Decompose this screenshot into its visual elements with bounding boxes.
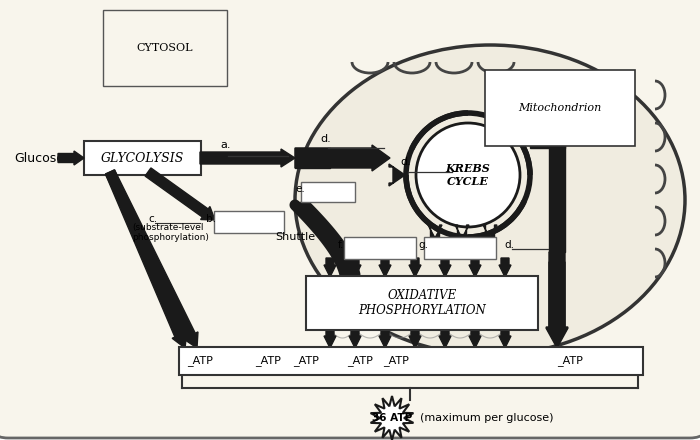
Text: b.: b. xyxy=(206,214,216,224)
Text: d.: d. xyxy=(504,240,514,250)
FancyBboxPatch shape xyxy=(306,276,538,330)
Polygon shape xyxy=(324,258,336,277)
Polygon shape xyxy=(200,149,295,167)
Bar xyxy=(549,132,565,252)
Text: _ATP: _ATP xyxy=(557,356,583,367)
Text: g.: g. xyxy=(418,240,428,250)
Text: f.: f. xyxy=(338,240,344,250)
Polygon shape xyxy=(499,328,511,348)
Text: GLYCOLYSIS: GLYCOLYSIS xyxy=(101,151,184,165)
Polygon shape xyxy=(439,328,451,348)
Text: e.: e. xyxy=(295,184,304,194)
Text: _ATP: _ATP xyxy=(347,356,373,367)
Bar xyxy=(295,148,330,168)
Polygon shape xyxy=(370,396,414,440)
Circle shape xyxy=(416,123,520,227)
Polygon shape xyxy=(428,225,442,238)
Text: _ATP: _ATP xyxy=(293,356,319,367)
Polygon shape xyxy=(546,252,568,345)
Ellipse shape xyxy=(295,45,685,355)
Polygon shape xyxy=(455,225,469,238)
Text: (maximum per glucose): (maximum per glucose) xyxy=(420,413,554,423)
Text: _ATP: _ATP xyxy=(255,356,281,367)
Polygon shape xyxy=(295,145,390,171)
Polygon shape xyxy=(58,151,84,165)
Text: KREBS
CYCLE: KREBS CYCLE xyxy=(446,163,491,187)
Text: d.: d. xyxy=(320,134,330,144)
Polygon shape xyxy=(339,273,351,289)
FancyBboxPatch shape xyxy=(214,211,284,233)
Polygon shape xyxy=(439,258,451,277)
FancyBboxPatch shape xyxy=(301,182,355,202)
Polygon shape xyxy=(349,273,361,289)
Text: 36 ATP: 36 ATP xyxy=(372,413,412,423)
Polygon shape xyxy=(409,328,421,348)
Polygon shape xyxy=(469,258,481,277)
Polygon shape xyxy=(324,328,336,348)
Text: Glucose: Glucose xyxy=(14,151,64,165)
Polygon shape xyxy=(106,170,198,348)
Text: _ATP: _ATP xyxy=(187,356,213,367)
Text: Mitochondrion: Mitochondrion xyxy=(519,103,601,113)
Text: Shuttle: Shuttle xyxy=(275,232,315,242)
FancyBboxPatch shape xyxy=(344,237,416,259)
Text: c.: c. xyxy=(148,214,157,224)
Polygon shape xyxy=(499,258,511,277)
Polygon shape xyxy=(389,164,405,186)
Polygon shape xyxy=(483,225,497,238)
Text: a.: a. xyxy=(220,140,230,150)
Polygon shape xyxy=(106,170,187,348)
FancyBboxPatch shape xyxy=(179,347,643,375)
Polygon shape xyxy=(469,328,481,348)
Text: (substrate-level
phosphorylation): (substrate-level phosphorylation) xyxy=(132,223,209,242)
Polygon shape xyxy=(379,258,391,277)
Polygon shape xyxy=(409,258,421,277)
Polygon shape xyxy=(379,328,391,348)
FancyBboxPatch shape xyxy=(424,237,496,259)
Polygon shape xyxy=(530,132,565,148)
Polygon shape xyxy=(349,258,361,277)
Polygon shape xyxy=(349,328,361,348)
Text: _ATP: _ATP xyxy=(383,356,409,367)
Text: d.: d. xyxy=(400,157,411,167)
Polygon shape xyxy=(546,262,568,348)
Polygon shape xyxy=(145,168,215,220)
FancyBboxPatch shape xyxy=(84,141,201,175)
Text: OXIDATIVE
PHOSPHORYLATION: OXIDATIVE PHOSPHORYLATION xyxy=(358,289,486,317)
Text: CYTOSOL: CYTOSOL xyxy=(136,43,193,53)
